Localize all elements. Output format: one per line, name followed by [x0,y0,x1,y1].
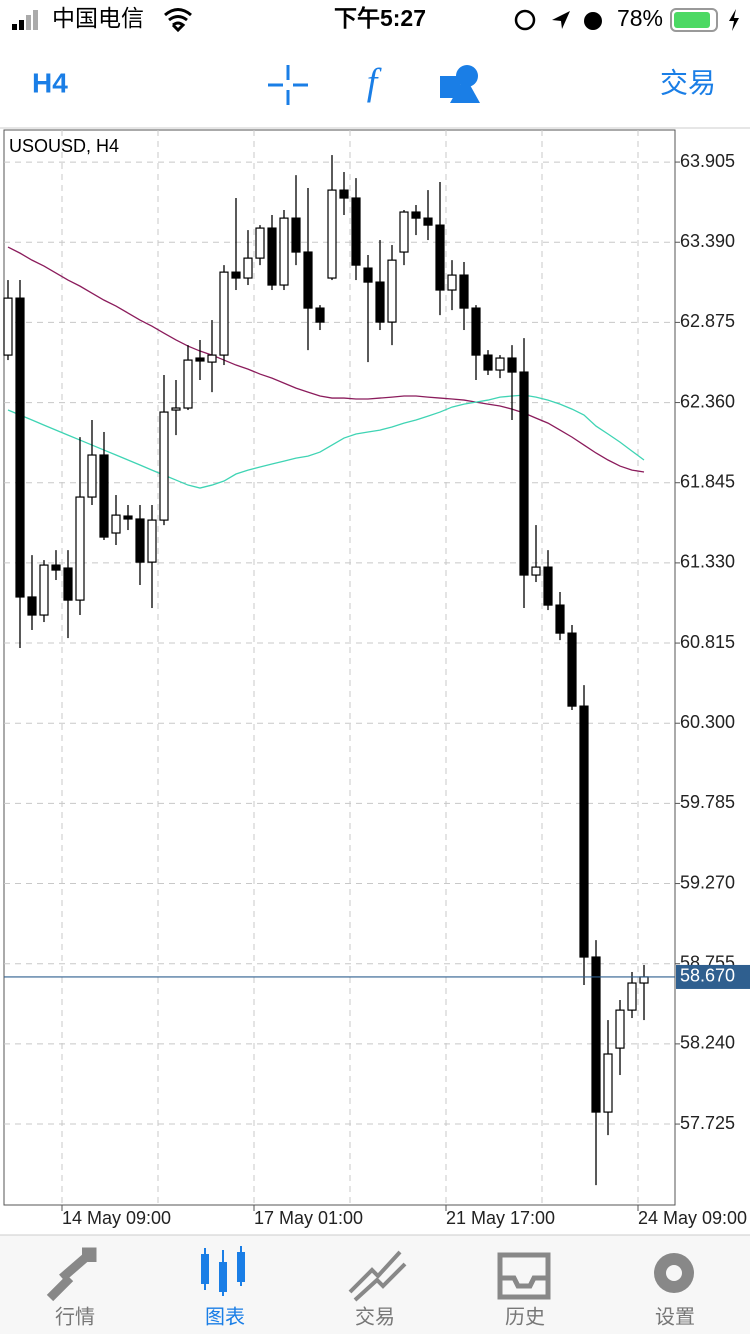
tab-label[interactable]: 图表 [205,1305,245,1328]
candle-body [639,976,649,984]
candle-body [327,189,337,279]
candle-body [411,211,421,219]
candle-body [195,357,205,362]
candle-body [15,297,25,598]
candle-body [3,297,13,356]
candle-body [63,567,73,601]
candle-body [519,371,529,576]
y-tick-label: 58.240 [680,1033,735,1053]
candle-body [483,354,493,371]
candle-body [231,271,241,279]
current-price-label: 58.670 [680,966,735,986]
candle-body [87,454,97,498]
y-tick-label: 61.845 [680,471,735,491]
candle-body [111,514,121,534]
candle-body [603,1053,613,1113]
y-tick-label: 59.270 [680,872,735,892]
candle-body [75,496,85,601]
trade-button[interactable]: 交易 [660,67,716,98]
battery-percent: 78% [617,5,663,31]
candle-body [591,956,601,1113]
current-price-box [676,964,750,989]
y-tick-label: 60.815 [680,632,735,652]
candle-body [507,357,517,373]
candle-body [123,515,133,520]
candle-body [171,407,181,411]
x-tick-label: 24 May 09:00 [638,1208,747,1228]
candle-body [267,227,277,286]
tab-bar: 行情 图表 交易 历史 设置 [0,1234,750,1334]
candle-body [51,564,61,571]
candle-body [459,274,469,309]
y-tick-label: 60.300 [680,712,735,732]
objects-button[interactable] [440,65,480,103]
candle-body [363,267,373,283]
candle-body [207,354,217,363]
candle-body [243,257,253,279]
candle-body [531,566,541,576]
candle-body [495,357,505,371]
y-tick-label: 62.360 [680,391,735,411]
candle-body [303,251,313,309]
candle-body [423,217,433,226]
candle-body [135,518,145,563]
candle-body [351,197,361,266]
y-tick-label: 63.905 [680,151,735,171]
candle-body [615,1009,625,1049]
candle-body [291,217,301,253]
y-tick-label: 57.725 [680,1113,735,1133]
tab-label[interactable]: 设置 [655,1305,695,1328]
candle-body [399,211,409,253]
candle-body [255,227,265,259]
plot-frame [3,129,676,1206]
candle-body [435,224,445,291]
y-tick-label: 59.785 [680,792,735,812]
candle-body [339,189,349,199]
candle-body [543,566,553,606]
x-tick-label: 21 May 17:00 [446,1208,555,1228]
crosshair-button[interactable] [268,65,308,105]
chart-title: USOUSD, H4 [9,136,119,156]
timeframe-button[interactable]: H4 [32,67,68,98]
candle-body [147,519,157,563]
candle-body [219,271,229,356]
candle-body [315,307,325,323]
candle-body [99,454,109,538]
candle-body [579,705,589,958]
candle-body [627,982,637,1011]
tab-label[interactable]: 行情 [55,1305,95,1328]
candle-body [159,411,169,521]
tab-label[interactable]: 历史 [505,1305,545,1328]
candle-body [555,604,565,634]
tab-label[interactable]: 交易 [355,1305,395,1328]
moving-average-line [7,394,645,489]
candle-body [471,307,481,356]
status-bar: 中国电信 下午5:27 78% [12,5,739,33]
toolbar: H4 f 交易 [0,62,750,129]
x-tick-label: 17 May 01:00 [254,1208,363,1228]
candle-body [375,281,385,323]
y-tick-label: 61.330 [680,552,735,572]
candle-body [39,564,49,616]
candle-body [447,274,457,291]
carrier: 中国电信 [52,5,144,31]
chart: USOUSD, H4 63.905 63.390 62.875 62.360 61.84… [3,129,750,1228]
x-tick-label: 14 May 09:00 [62,1208,171,1228]
moving-average-line [7,246,645,473]
candle-body [183,359,193,409]
clock: 下午5:27 [334,5,426,31]
y-tick-label: 62.875 [680,311,735,331]
indicators-button[interactable]: f [367,62,382,104]
candle-body [567,632,577,707]
candle-body [27,596,37,616]
candle-body [279,217,289,286]
candle-body [387,259,397,323]
y-tick-label: 63.390 [680,231,735,251]
